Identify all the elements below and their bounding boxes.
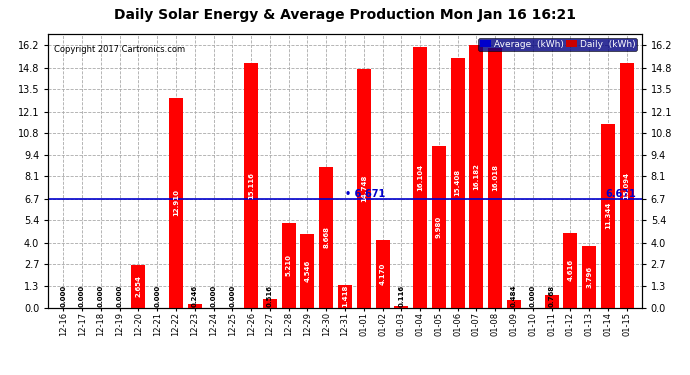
Bar [188,303,201,307]
Text: 0.116: 0.116 [398,285,404,307]
Bar [357,69,371,308]
Text: 2.654: 2.654 [135,275,141,297]
Text: 12.910: 12.910 [173,189,179,216]
Text: 9.980: 9.980 [436,216,442,238]
Bar [413,46,427,308]
Text: 4.546: 4.546 [304,260,310,282]
Text: Copyright 2017 Cartronics.com: Copyright 2017 Cartronics.com [55,45,186,54]
Bar [563,233,578,308]
Text: 16.104: 16.104 [417,164,423,190]
Text: 0.000: 0.000 [229,285,235,307]
Text: 0.246: 0.246 [192,285,198,307]
Bar [338,285,352,308]
Bar [244,63,258,308]
Text: 15.094: 15.094 [624,172,630,199]
Text: 11.344: 11.344 [605,202,611,229]
Bar [432,146,446,308]
Bar [489,48,502,308]
Text: 8.668: 8.668 [323,226,329,248]
Bar [375,240,390,308]
Text: Daily Solar Energy & Average Production Mon Jan 16 16:21: Daily Solar Energy & Average Production … [114,8,576,21]
Text: 1.418: 1.418 [342,285,348,307]
Text: 4.170: 4.170 [380,262,386,285]
Bar [601,124,615,308]
Bar [300,234,315,308]
Bar [282,223,296,308]
Text: 4.616: 4.616 [567,259,573,281]
Bar [620,63,633,308]
Text: 0.000: 0.000 [98,285,104,307]
Text: 0.000: 0.000 [79,285,85,307]
Bar [544,295,559,307]
Legend: Average  (kWh), Daily  (kWh): Average (kWh), Daily (kWh) [478,38,637,51]
Text: 14.748: 14.748 [361,174,367,202]
Text: 0.000: 0.000 [210,285,217,307]
Bar [451,58,464,308]
Text: 0.000: 0.000 [60,285,66,307]
Text: 6.671: 6.671 [605,189,636,200]
Bar [469,45,484,308]
Text: 0.000: 0.000 [117,285,123,307]
Bar [582,246,596,308]
Text: 0.484: 0.484 [511,284,517,307]
Text: 0.000: 0.000 [530,285,535,307]
Text: • 6.671: • 6.671 [345,189,385,200]
Bar [319,167,333,308]
Bar [131,264,146,308]
Text: 15.116: 15.116 [248,172,254,198]
Bar [169,98,183,308]
Bar [263,299,277,307]
Text: 3.796: 3.796 [586,266,592,288]
Bar [394,306,408,308]
Text: 0.516: 0.516 [267,285,273,307]
Bar [507,300,521,307]
Text: 15.408: 15.408 [455,169,461,196]
Text: 16.182: 16.182 [473,163,480,190]
Text: 0.768: 0.768 [549,285,555,307]
Text: 5.210: 5.210 [286,254,292,276]
Text: 0.000: 0.000 [155,285,160,307]
Text: 16.018: 16.018 [492,164,498,191]
